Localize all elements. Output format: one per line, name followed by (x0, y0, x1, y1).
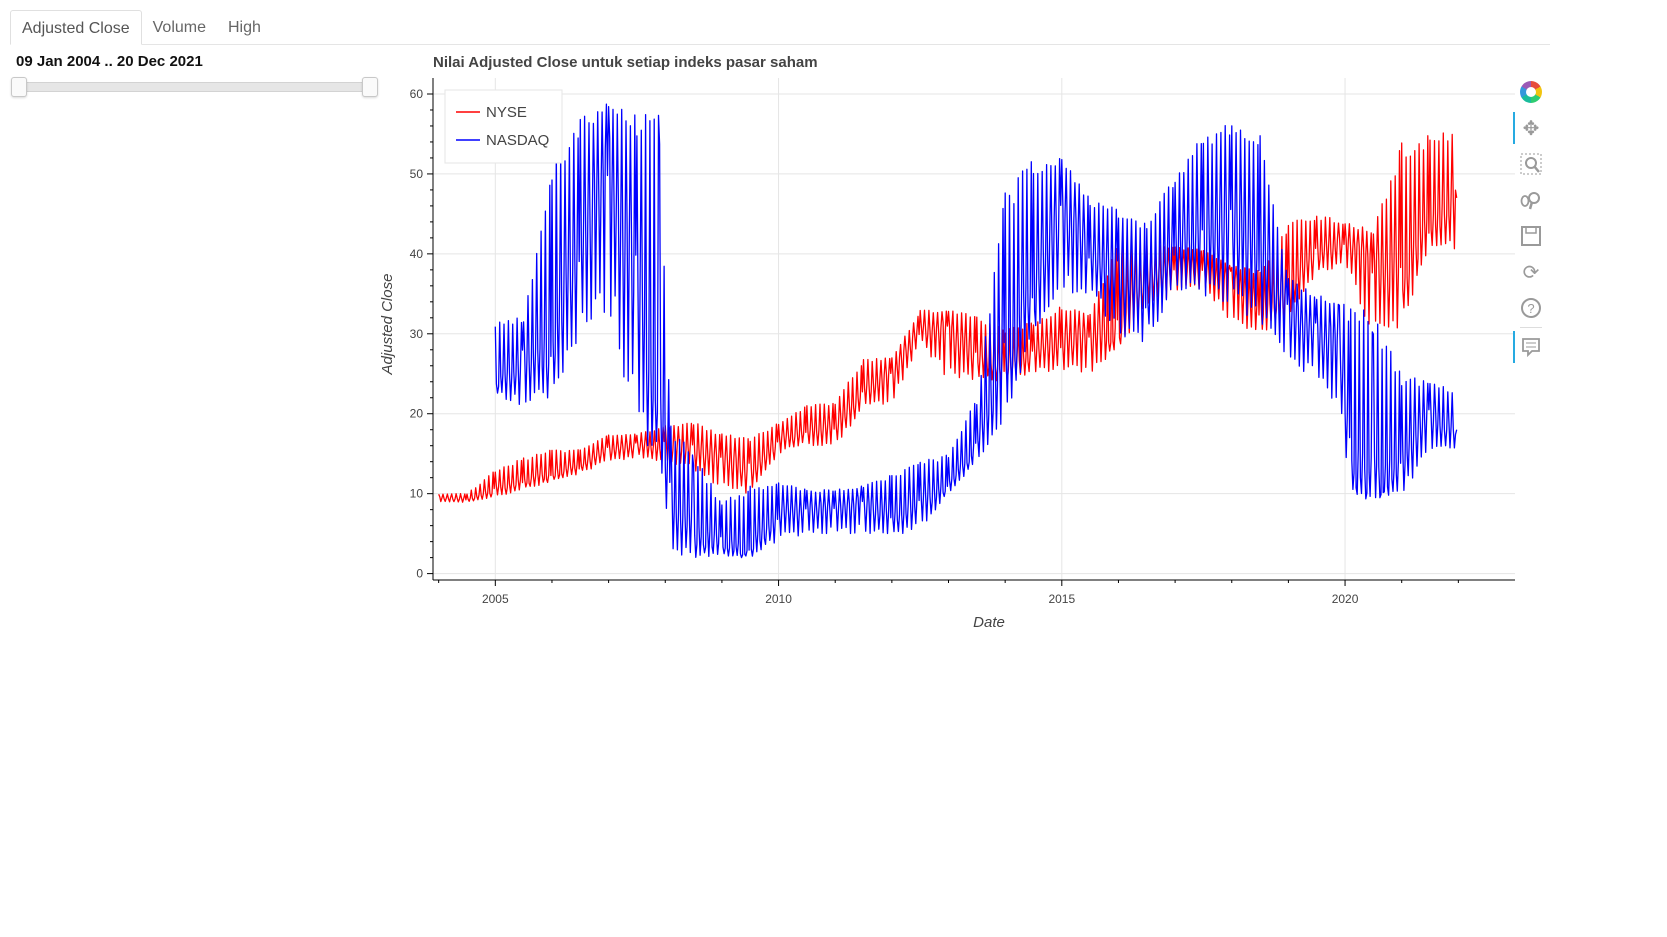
legend-label-nasdaq: NASDAQ (486, 132, 549, 149)
y-tick-label: 40 (410, 247, 424, 261)
save-icon[interactable] (1513, 218, 1549, 254)
svg-text:?: ? (1527, 301, 1534, 316)
series-line-nasdaq (494, 103, 1458, 559)
legend-label-nyse: NYSE (486, 104, 527, 121)
chart-title: Nilai Adjusted Close untuk setiap indeks… (433, 54, 818, 71)
y-axis-label: Adjusted Close (379, 274, 396, 376)
slider-track[interactable] (11, 77, 378, 97)
x-tick-label: 2005 (482, 592, 509, 606)
pan-icon[interactable]: ✥ (1513, 110, 1549, 146)
y-tick-label: 50 (410, 167, 424, 181)
series-line-nyse (438, 132, 1458, 503)
slider-handle-start[interactable] (11, 77, 27, 97)
chart-toolbar: ✥ ⟳ ? (1513, 74, 1549, 365)
x-tick-label: 2015 (1048, 592, 1075, 606)
y-tick-label: 20 (410, 407, 424, 421)
x-tick-label: 2020 (1332, 592, 1359, 606)
bokeh-logo-icon[interactable] (1513, 74, 1549, 110)
tab-high[interactable]: High (228, 19, 261, 36)
hover-icon[interactable] (1513, 329, 1549, 365)
help-icon[interactable]: ? (1513, 290, 1549, 326)
y-tick-label: 10 (410, 487, 424, 501)
legend-box (444, 89, 563, 164)
reset-icon[interactable]: ⟳ (1522, 261, 1540, 284)
date-range-label: 09 Jan 2004 .. 20 Dec 2021 (16, 53, 203, 70)
y-tick-label: 0 (416, 567, 423, 581)
wheel-zoom-icon[interactable] (1513, 182, 1549, 218)
date-range-slider: 09 Jan 2004 .. 20 Dec 2021 (10, 52, 378, 97)
box-zoom-icon[interactable] (1513, 146, 1549, 182)
tab-adjusted-close[interactable]: Adjusted Close (10, 10, 142, 45)
x-tick-label: 2010 (765, 592, 792, 606)
y-tick-label: 60 (410, 87, 424, 101)
x-axis-label: Date (973, 614, 1005, 631)
slider-handle-end[interactable] (362, 77, 378, 97)
toolbar-divider (1520, 327, 1542, 328)
tab-bar: Adjusted Close Volume High (10, 10, 1550, 45)
y-tick-label: 30 (410, 327, 424, 341)
line-chart[interactable]: 0 10 20 30 40 50 60 2005 2010 2015 2020 Date Adjuste… (375, 70, 1515, 640)
tab-volume[interactable]: Volume (152, 19, 206, 36)
